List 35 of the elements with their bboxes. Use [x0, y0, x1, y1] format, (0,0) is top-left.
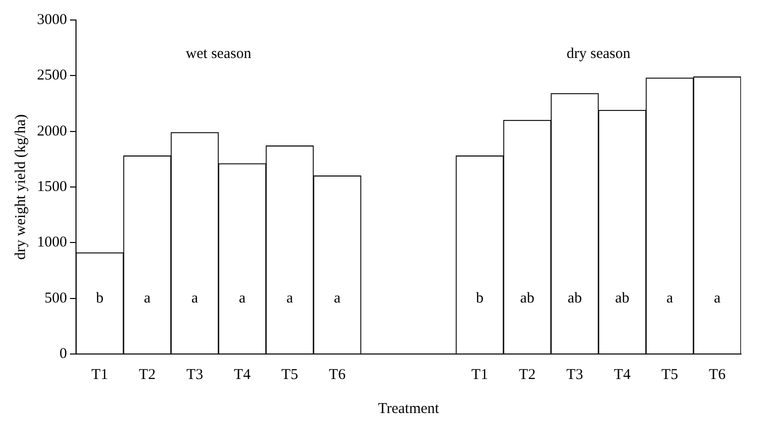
x-tick-label: T1 [471, 366, 488, 383]
x-axis-title: Treatment [378, 400, 440, 417]
data-label: b [96, 290, 104, 306]
data-label: ab [568, 290, 582, 306]
data-label: a [238, 290, 246, 306]
x-tick-label: T5 [281, 366, 298, 383]
y-tick-label: 2000 [37, 123, 67, 140]
x-tick-label: T2 [138, 366, 156, 383]
x-tick-label: T4 [614, 366, 632, 383]
y-tick-label: 2500 [37, 68, 67, 84]
x-tick-label: T4 [234, 366, 252, 383]
y-tick-label: 3000 [37, 12, 67, 28]
x-tick-label: T2 [518, 366, 536, 383]
data-label: a [191, 290, 198, 306]
data-label: a [334, 290, 341, 306]
x-tick-label: T1 [91, 366, 108, 383]
x-tick-label: T6 [708, 366, 726, 383]
y-axis-title: dry weight yield (kg/ha) [12, 114, 29, 260]
x-tick-label: T5 [661, 366, 678, 383]
annotation: dry season [566, 46, 631, 62]
data-label: b [476, 290, 484, 306]
y-tick-label: 500 [44, 290, 67, 306]
y-tick-label: 1500 [37, 178, 67, 195]
x-tick-label: T3 [566, 366, 584, 383]
data-label: a [286, 290, 294, 306]
y-tick-label: 0 [60, 346, 67, 362]
y-tick-label: 1000 [37, 234, 67, 251]
x-tick-label: T3 [186, 366, 204, 383]
x-tick-label: T6 [328, 366, 346, 383]
data-label: a [144, 290, 151, 306]
data-label: a [666, 290, 674, 306]
data-label: a [714, 290, 721, 306]
annotation: wet season [186, 46, 252, 62]
data-label: ab [615, 290, 630, 306]
data-label: ab [520, 290, 534, 306]
